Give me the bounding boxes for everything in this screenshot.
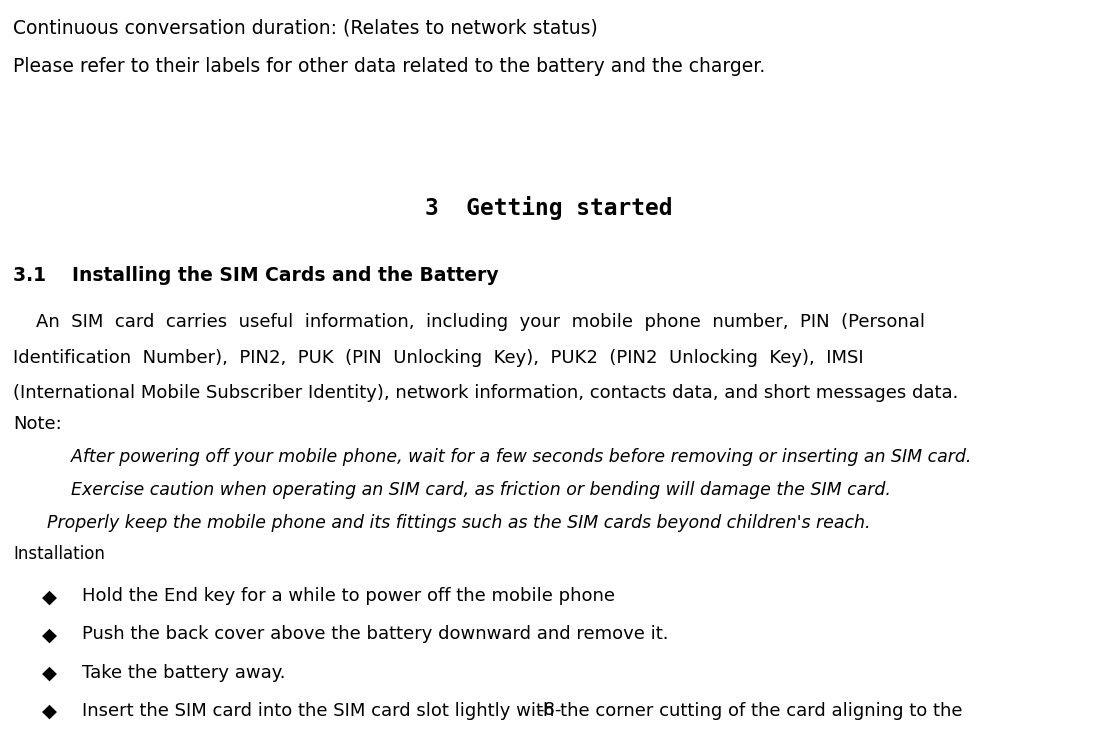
Text: Properly keep the mobile phone and its fittings such as the SIM cards beyond chi: Properly keep the mobile phone and its f… [36,514,871,532]
Text: Note:: Note: [13,415,61,433]
Text: After powering off your mobile phone, wait for a few seconds before removing or : After powering off your mobile phone, wa… [49,448,972,466]
Text: ◆: ◆ [42,664,57,683]
Text: Please refer to their labels for other data related to the battery and the charg: Please refer to their labels for other d… [13,57,765,76]
Text: Installation: Installation [13,545,105,563]
Text: Identification  Number),  PIN2,  PUK  (PIN  Unlocking  Key),  PUK2  (PIN2  Unloc: Identification Number), PIN2, PUK (PIN U… [13,349,864,367]
Text: Exercise caution when operating an SIM card, as friction or bending will damage : Exercise caution when operating an SIM c… [49,481,892,499]
Text: -8-: -8- [537,701,561,719]
Text: ◆: ◆ [42,702,57,721]
Text: (International Mobile Subscriber Identity), network information, contacts data, : (International Mobile Subscriber Identit… [13,384,959,402]
Text: ◆: ◆ [42,587,57,606]
Text: 3.1    Installing the SIM Cards and the Battery: 3.1 Installing the SIM Cards and the Bat… [13,266,498,285]
Text: An  SIM  card  carries  useful  information,  including  your  mobile  phone  nu: An SIM card carries useful information, … [13,313,926,332]
Text: Push the back cover above the battery downward and remove it.: Push the back cover above the battery do… [82,625,669,644]
Text: Continuous conversation duration: (Relates to network status): Continuous conversation duration: (Relat… [13,18,598,37]
Text: Take the battery away.: Take the battery away. [82,664,285,682]
Text: Hold the End key for a while to power off the mobile phone: Hold the End key for a while to power of… [82,587,615,606]
Text: ◆: ◆ [42,625,57,644]
Text: 3  Getting started: 3 Getting started [425,196,673,220]
Text: Insert the SIM card into the SIM card slot lightly with the corner cutting of th: Insert the SIM card into the SIM card sl… [82,702,963,720]
